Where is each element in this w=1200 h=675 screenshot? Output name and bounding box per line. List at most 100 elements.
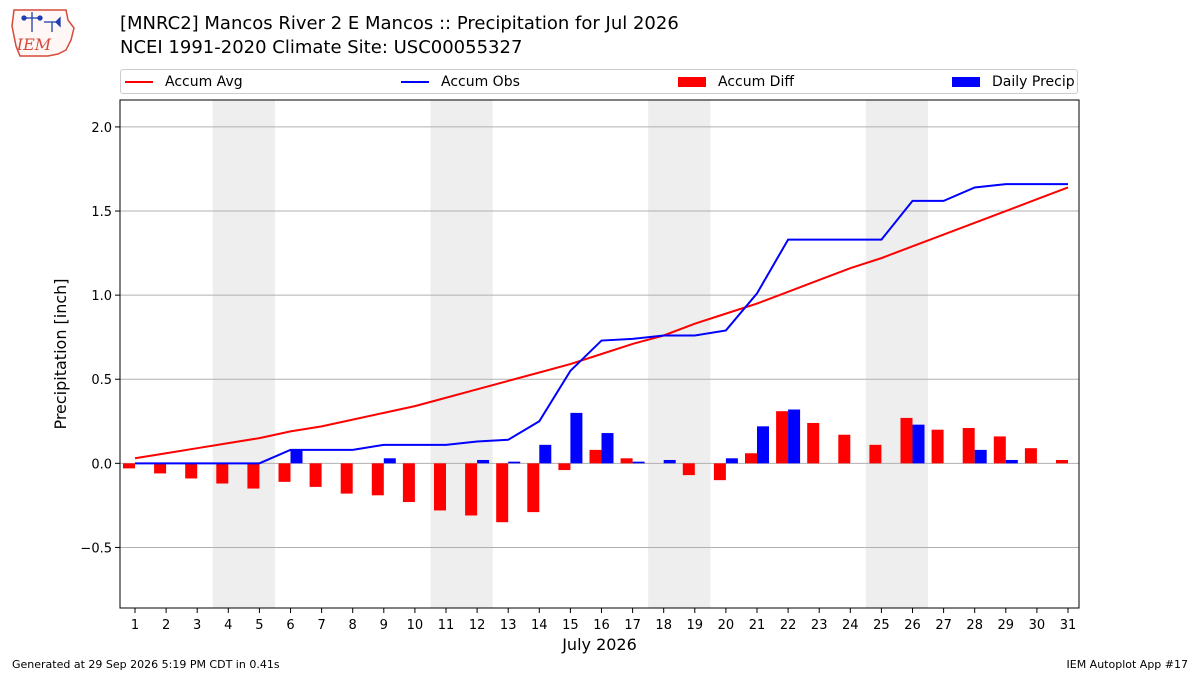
legend-accum-obs-swatch: [401, 80, 429, 83]
accum-diff-bar: [558, 463, 571, 471]
legend-accum-avg-swatch: [125, 80, 153, 83]
x-tick-label: 11: [438, 618, 455, 633]
x-tick-label: 14: [531, 618, 548, 633]
x-tick-label: 31: [1060, 618, 1077, 633]
accum-avg-line: [134, 186, 1069, 460]
accum-diff-bar: [807, 422, 820, 464]
accum-diff-bar: [1056, 459, 1068, 464]
y-tick-label: −0.5: [80, 541, 112, 556]
daily-precip-bar: [539, 444, 552, 464]
accum-diff-bar: [247, 463, 260, 489]
accum-diff-bar: [216, 463, 229, 484]
x-axis-label: July 2026: [561, 635, 637, 654]
x-tick-label: 19: [687, 618, 704, 633]
y-tick-label: 1.0: [91, 289, 112, 304]
x-tick-label: 5: [255, 618, 263, 633]
x-tick-label: 21: [749, 618, 766, 633]
daily-precip-bar: [663, 459, 676, 464]
accum-diff-bar: [434, 463, 446, 511]
daily-precip-bar: [912, 424, 925, 464]
accum-diff-bar: [931, 429, 944, 464]
x-tick-label: 15: [562, 618, 579, 633]
x-tick-label: 7: [317, 618, 325, 633]
daily-precip-bar: [757, 426, 769, 464]
accum-diff-bar: [402, 463, 415, 503]
y-tick-label: 2.0: [91, 121, 112, 136]
weekend-shade-2: [430, 100, 493, 608]
x-tick-label: 22: [780, 618, 797, 633]
accum-diff-bar: [713, 463, 726, 481]
x-tick-label: 24: [842, 618, 859, 633]
x-tick-label: 8: [349, 618, 357, 633]
accum-diff-bar: [869, 444, 882, 464]
legend-daily-precip-label: Daily Precip: [992, 73, 1075, 90]
x-tick-label: 10: [407, 618, 424, 633]
x-tick-label: 17: [624, 618, 641, 633]
x-tick-label: 13: [500, 618, 517, 633]
x-tick-label: 4: [224, 618, 232, 633]
accum-diff-bar: [340, 463, 353, 494]
plot-frame: [119, 99, 1080, 609]
x-tick-label: 18: [655, 618, 672, 633]
accum-diff-bar: [620, 458, 633, 464]
x-tick-label: 6: [286, 618, 294, 633]
legend-accum-avg: Accum Avg: [125, 70, 243, 93]
accum-diff-bar: [123, 463, 135, 469]
y-tick-label: 0.0: [91, 457, 112, 472]
accum-diff-bar: [465, 463, 478, 516]
x-tick-label: 27: [935, 618, 952, 633]
accum-diff-bar: [371, 463, 384, 496]
accum-diff-bar: [993, 436, 1006, 464]
x-tick-label: 9: [380, 618, 388, 633]
x-tick-label: 29: [998, 618, 1015, 633]
weekend-shade-4: [865, 100, 929, 608]
daily-precip-bar: [290, 449, 303, 464]
daily-precip-bar: [601, 433, 614, 464]
legend-accum-obs: Accum Obs: [401, 70, 520, 93]
accum-diff-bar: [900, 417, 913, 464]
y-ticks: −0.5 0.0 0.5 1.0 1.5 2.0: [80, 121, 120, 556]
legend-accum-avg-label: Accum Avg: [165, 73, 243, 90]
accum-diff-bar: [682, 463, 695, 476]
x-tick-label: 23: [811, 618, 828, 633]
accum-diff-bar: [309, 463, 322, 487]
accum-diff-bar: [589, 449, 602, 464]
accum-diff-bar: [962, 428, 975, 464]
x-tick-label: 12: [469, 618, 486, 633]
x-tick-label: 30: [1029, 618, 1046, 633]
x-tick-label: 16: [593, 618, 610, 633]
iem-logo: IEM: [11, 9, 75, 57]
legend-accum-diff: Accum Diff: [678, 70, 794, 93]
accum-diff-bar: [185, 463, 198, 479]
x-tick-label: 1: [131, 618, 139, 633]
accum-diff-bar: [1024, 448, 1037, 464]
x-tick-label: 25: [873, 618, 890, 633]
daily-precip-bar: [974, 449, 987, 464]
generated-footer: Generated at 29 Sep 2026 5:19 PM CDT in …: [12, 658, 280, 671]
x-tick-label: 26: [904, 618, 921, 633]
accum-diff-bar: [776, 411, 789, 464]
daily-precip-bar: [570, 412, 583, 464]
accum-diff-bar: [745, 453, 757, 464]
daily-precip-bar: [632, 461, 645, 464]
accum-diff-bar: [527, 463, 540, 513]
legend-accum-diff-swatch: [678, 76, 706, 87]
legend: Accum Avg Accum Obs Accum Diff Daily Pre…: [120, 69, 1078, 94]
y-axis-label: Precipitation [inch]: [51, 278, 70, 429]
y-tick-label: 1.5: [91, 205, 112, 220]
daily-precip-bar: [508, 461, 521, 464]
accum-diff-bar: [278, 463, 291, 482]
chart-subtitle: NCEI 1991-2020 Climate Site: USC00055327: [120, 37, 523, 58]
daily-precip-bar: [725, 458, 738, 464]
lines: [134, 183, 1069, 465]
weekend-shade-1: [212, 100, 275, 608]
app-footer: IEM Autoplot App #17: [1066, 658, 1189, 671]
legend-accum-diff-label: Accum Diff: [718, 73, 795, 90]
x-tick-label: 3: [193, 618, 201, 633]
legend-daily-precip-swatch: [952, 76, 980, 87]
accum-obs-line: [135, 183, 1068, 465]
legend-daily-precip: Daily Precip: [952, 70, 1075, 93]
weekend-shade-3: [648, 100, 711, 608]
daily-precip-bar: [383, 458, 396, 464]
